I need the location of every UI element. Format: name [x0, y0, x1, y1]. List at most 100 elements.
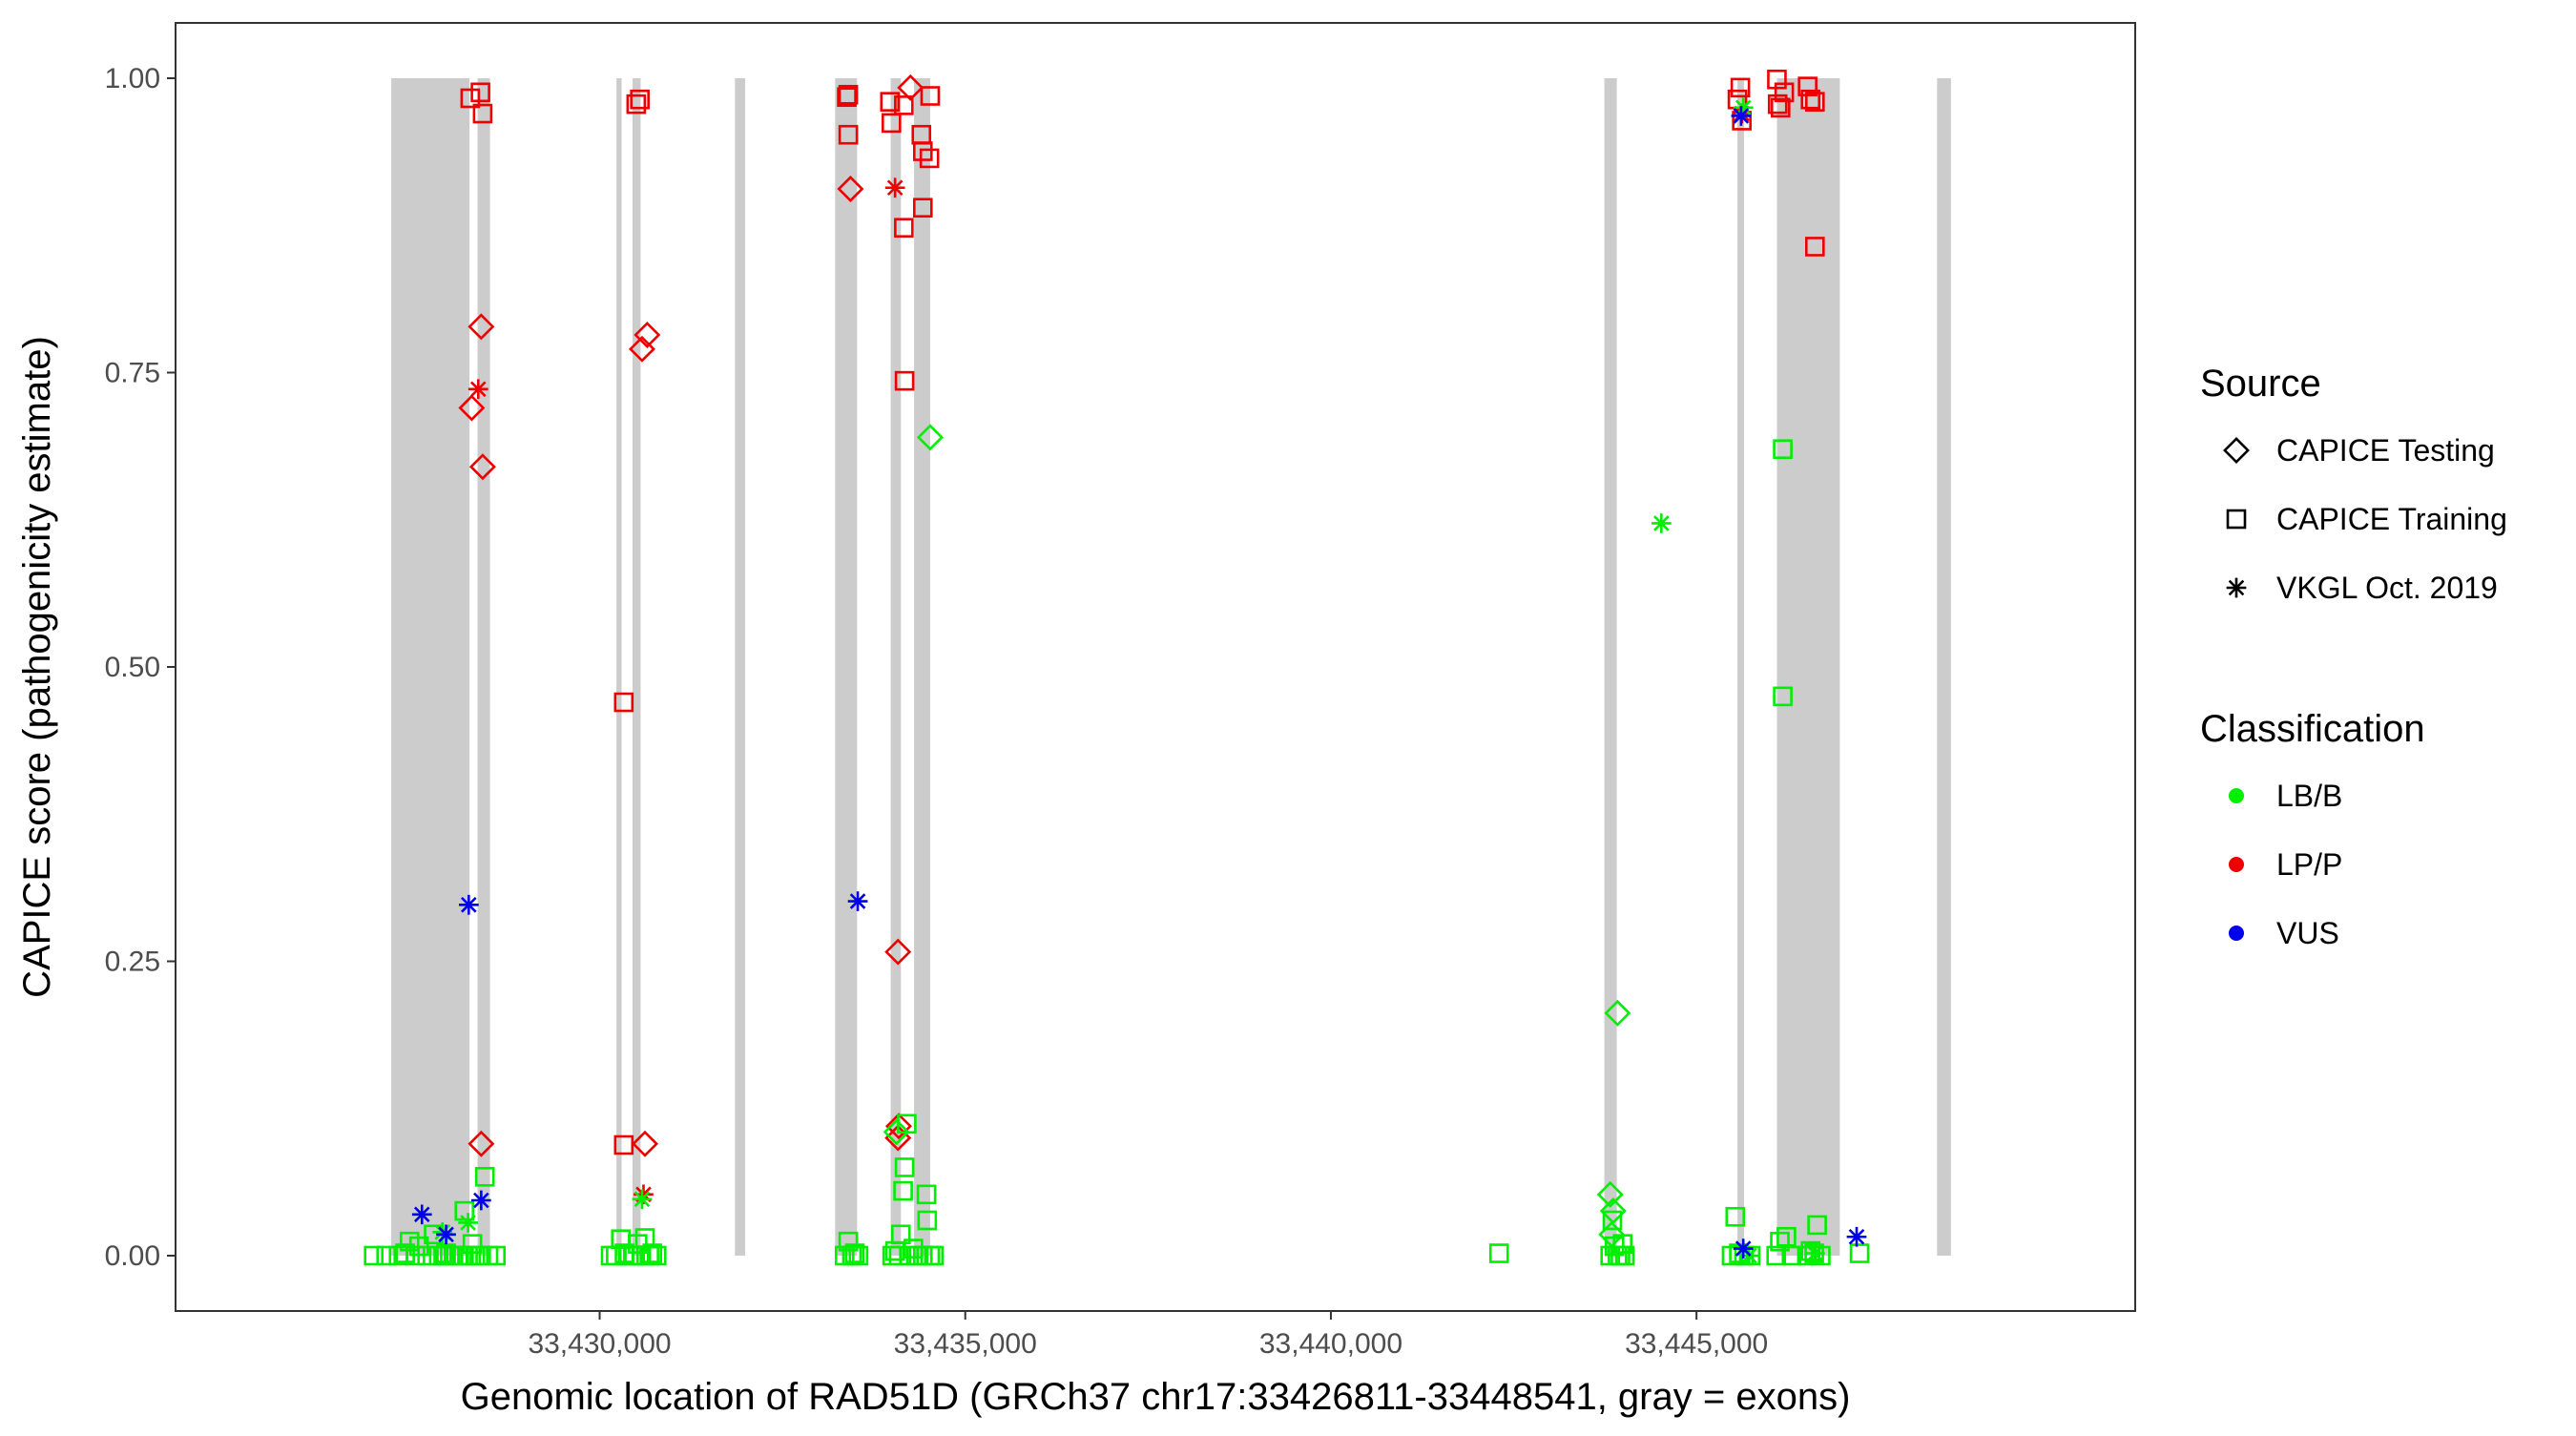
data-point [1849, 1243, 1870, 1263]
legend-key-square [2226, 509, 2247, 530]
data-point [470, 82, 490, 103]
data-point [1805, 237, 1825, 257]
legend-label: LB/B [2276, 779, 2342, 813]
data-point [1604, 999, 1631, 1027]
data-point [1652, 513, 1672, 533]
data-point [894, 1157, 915, 1177]
y-tick-label: 0.25 [105, 947, 160, 978]
legend-key-color [2229, 857, 2244, 872]
data-point [1767, 69, 1787, 90]
data-point [1733, 97, 1754, 118]
legend: Source CAPICE Testing CAPICE Training VKGL … [2200, 363, 2507, 950]
data-point [1773, 439, 1793, 460]
x-tick-label: 33,430,000 [528, 1328, 671, 1360]
data-point [884, 1113, 912, 1140]
legend-label: VKGL Oct. 2019 [2276, 571, 2498, 605]
exon-band [835, 77, 858, 1257]
exon-band [1776, 77, 1840, 1257]
legend-label: CAPICE Training [2276, 502, 2507, 536]
exon-band [1737, 77, 1744, 1257]
data-point [838, 124, 859, 145]
data-point [919, 148, 940, 169]
data-point [1767, 94, 1788, 114]
data-point [837, 87, 857, 108]
data-point [472, 103, 493, 124]
data-point [917, 1210, 938, 1231]
exon-layer [391, 77, 1951, 1257]
legend-key-asterisk [2226, 577, 2247, 598]
data-point [1725, 1206, 1746, 1227]
legend-title-classification: Classification [2200, 708, 2425, 750]
exon-band [890, 77, 902, 1257]
exon-band [1604, 77, 1617, 1257]
data-point [411, 1204, 432, 1225]
data-point [376, 1245, 397, 1266]
data-point [1800, 1240, 1821, 1261]
data-point [894, 370, 915, 391]
exon-band [735, 77, 746, 1257]
data-point [1774, 82, 1795, 103]
data-point [1770, 97, 1791, 118]
data-point [634, 322, 661, 348]
data-point [1773, 686, 1793, 707]
exon-band [616, 77, 622, 1257]
exon-band [477, 77, 490, 1257]
data-point [1776, 1226, 1797, 1247]
x-tick-label: 33,445,000 [1625, 1328, 1768, 1360]
data-point [897, 73, 924, 101]
data-point [458, 1213, 478, 1233]
exon-band [1937, 77, 1951, 1257]
data-point [1602, 1210, 1623, 1231]
data-point [632, 1189, 653, 1210]
legend-key-color [2229, 926, 2244, 941]
data-point [467, 313, 495, 341]
data-point [1733, 1238, 1754, 1259]
data-point [837, 176, 864, 202]
data-point [467, 379, 488, 400]
x-tick-label: 33,440,000 [1259, 1328, 1402, 1360]
data-point [894, 218, 914, 239]
data-point [1800, 89, 1821, 110]
data-point [642, 1243, 663, 1263]
point-layer [364, 69, 1870, 1266]
x-axis-title: Genomic location of RAD51D (GRCh37 chr17… [461, 1376, 1851, 1418]
data-point [460, 88, 481, 109]
data-point [1804, 1243, 1825, 1263]
data-point [613, 692, 634, 713]
data-point [912, 141, 933, 161]
y-tick-label: 0.00 [105, 1240, 160, 1272]
data-point [1599, 1197, 1627, 1225]
data-point [630, 89, 650, 110]
data-point [626, 94, 647, 114]
data-point [924, 1245, 945, 1266]
y-tick-label: 1.00 [105, 63, 160, 94]
data-point [474, 1167, 495, 1187]
data-point [848, 1245, 869, 1266]
data-point [847, 891, 868, 911]
data-point [458, 894, 479, 915]
data-point [1614, 1245, 1635, 1266]
data-point [436, 1224, 456, 1245]
legend-label: LP/P [2276, 847, 2342, 882]
data-point [894, 95, 914, 115]
legend-key-diamond [2223, 437, 2250, 464]
data-point [912, 198, 933, 219]
data-point [844, 1243, 865, 1263]
data-point [882, 113, 902, 134]
axes: 0.00 0.25 0.50 0.75 1.00 33,430,000 33,435,000… [105, 63, 1769, 1360]
data-point [1770, 1231, 1790, 1252]
data-point [884, 938, 912, 966]
data-point [890, 1224, 911, 1245]
data-point [916, 424, 944, 451]
data-point [883, 1118, 910, 1146]
data-point [884, 177, 905, 198]
data-point [458, 394, 486, 422]
data-point [920, 86, 941, 106]
data-point [1846, 1226, 1867, 1247]
y-tick-label: 0.50 [105, 652, 160, 683]
data-point [916, 1184, 937, 1205]
y-tick-label: 0.75 [105, 357, 160, 388]
data-point [838, 1231, 859, 1252]
data-point [838, 84, 859, 105]
data-point [1797, 76, 1818, 96]
